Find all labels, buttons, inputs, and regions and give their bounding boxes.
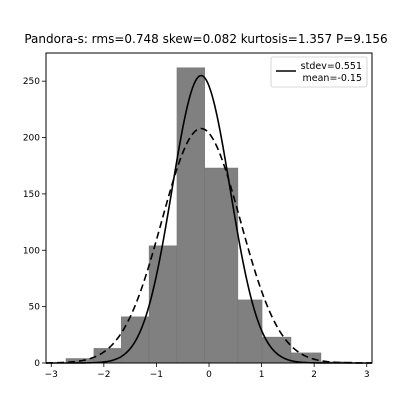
dashed-gaussian-curve [45,127,372,364]
legend-box [270,56,368,88]
axis-ticks: −3 −2 −1 0 1 2 3 0 50 100 150 200 250 [23,77,370,380]
y-tick-label: 0 [34,359,40,369]
x-tick-label: 0 [206,370,212,380]
histogram-bar-5 [204,167,239,364]
legend-mean-label: mean=-0.15 [303,73,362,84]
x-tick-label: 2 [311,370,317,380]
histogram-bar-2 [120,316,150,364]
x-tick-label: −2 [97,370,110,380]
y-tick-label: 200 [23,134,40,144]
histogram-bar-6 [237,299,263,364]
chart-title: Pandora-s: rms=0.748 skew=0.082 kurtosis… [24,32,387,46]
y-tick-label: 150 [23,190,40,200]
bars-layer [65,67,353,364]
y-tick-label: 100 [23,246,40,256]
x-tick-label: 1 [259,370,265,380]
histogram-bar-3 [148,245,178,364]
x-tick-label: −3 [45,370,58,380]
y-tick-label: 250 [23,77,40,87]
legend-stdev-label: stdev=0.551 [301,61,362,72]
x-tick-label: −1 [150,370,163,380]
y-tick-label: 50 [29,303,41,313]
x-tick-label: 3 [364,370,370,380]
legend: stdev=0.551 mean=-0.15 [270,56,368,88]
histogram-bar-4 [176,67,205,364]
